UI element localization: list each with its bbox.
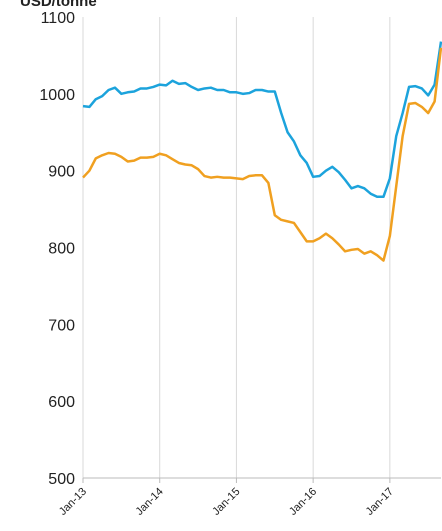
y-tick-label: 600: [48, 394, 75, 411]
y-tick-label: 1000: [39, 87, 75, 104]
y-tick-label: 1100: [41, 10, 76, 27]
x-tick-label: Jan-16: [287, 486, 319, 518]
y-tick-label: 900: [48, 164, 75, 181]
x-tick-label: Jan-13: [57, 486, 89, 518]
y-tick-label: 800: [48, 241, 75, 258]
x-tick-label: Jan-17: [364, 486, 396, 518]
x-tick-label: Jan-14: [134, 486, 166, 518]
chart-title: USD/tonne: [20, 0, 97, 10]
y-tick-label: 500: [48, 471, 75, 488]
y-tick-label: 700: [48, 317, 75, 334]
series-line: [82, 41, 442, 199]
series-line: [82, 47, 442, 262]
x-tick-label: Jan-15: [210, 486, 242, 518]
